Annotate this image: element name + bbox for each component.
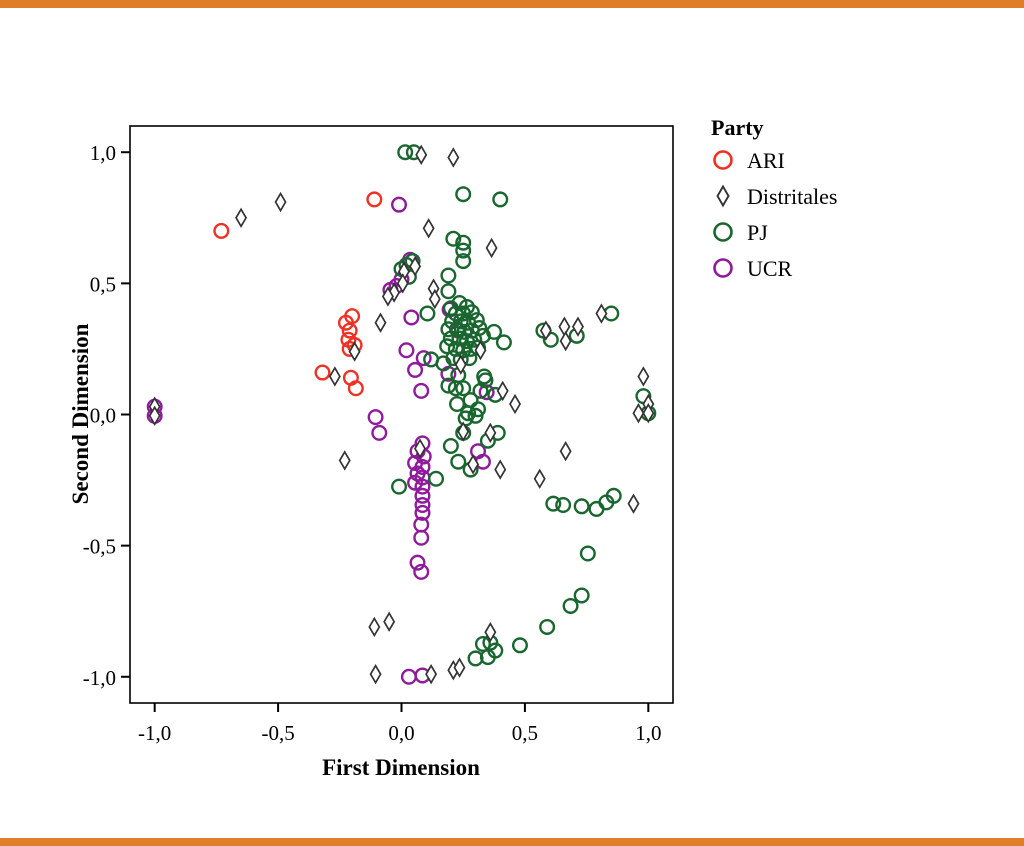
legend-item-label: Distritales [747,184,837,209]
legend-item-label: ARI [747,148,785,173]
legend: Party ARI Distritales PJ UCR [711,115,837,281]
x-tick-label: -1,0 [138,721,171,745]
y-tick-label: -1,0 [83,666,116,690]
y-tick-label: 0,0 [90,404,116,428]
legend-item-label: UCR [747,256,793,281]
data-points [146,144,657,685]
series-ari [213,191,383,397]
legend-item-label: PJ [747,220,768,245]
y-tick-label: 1,0 [90,141,116,165]
top-accent-bar [0,0,1024,8]
y-tick-label: 0,5 [90,272,116,296]
y-tick-label: -0,5 [83,535,116,559]
axis-ticks: -1,0 -0,5 0,0 0,5 1,0 1,0 0,5 0,0 -0,5 -1,0 [83,141,662,745]
x-tick-label: 0,0 [388,721,414,745]
legend-item-pj: PJ [713,220,768,245]
x-axis-title: First Dimension [322,755,480,780]
x-tick-label: 1,0 [635,721,661,745]
legend-item-ari: ARI [713,148,785,173]
y-axis-title: Second Dimension [68,323,93,504]
legend-item-distritales: Distritales [716,184,837,209]
legend-item-ucr: UCR [713,256,793,281]
bottom-accent-bar [0,838,1024,846]
plot-frame [129,125,674,704]
x-tick-label: -0,5 [261,721,294,745]
series-distritales [148,144,655,685]
series-ucr [146,196,495,685]
legend-title: Party [711,115,764,140]
x-tick-label: 0,5 [512,721,538,745]
